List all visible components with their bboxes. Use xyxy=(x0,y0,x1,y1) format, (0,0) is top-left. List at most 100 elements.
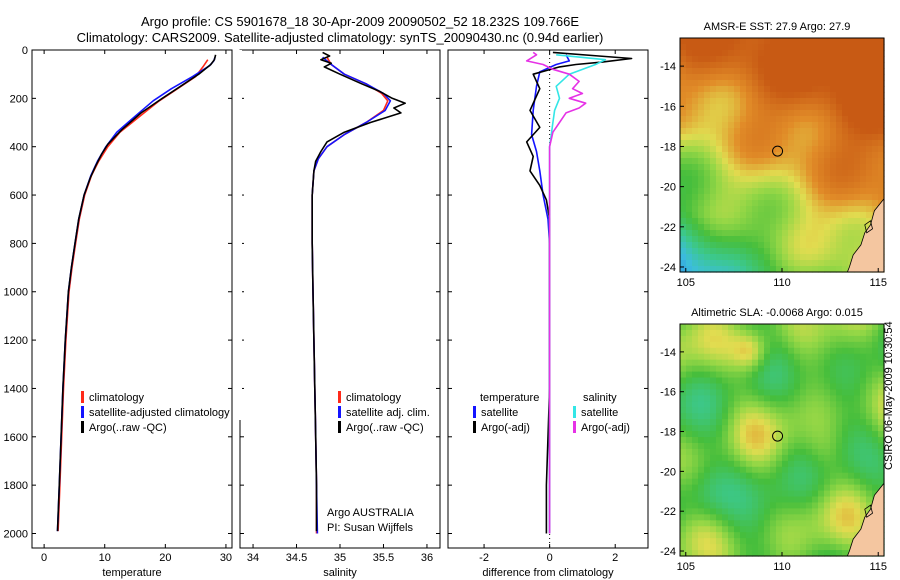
map-cell xyxy=(836,425,843,432)
map-cell xyxy=(728,254,735,261)
map-cell xyxy=(698,194,705,201)
map-cell xyxy=(806,407,813,414)
map-cell xyxy=(860,224,867,231)
map-cell xyxy=(776,236,783,243)
map-cell xyxy=(752,365,759,373)
map-cell xyxy=(842,407,849,414)
map-cell xyxy=(728,341,735,349)
map-cell xyxy=(860,152,867,159)
map-cell xyxy=(788,508,795,515)
map-cell xyxy=(692,80,699,87)
map-cell xyxy=(746,194,753,201)
map-cell xyxy=(788,359,795,367)
map-cell xyxy=(746,324,753,331)
map-cell xyxy=(848,170,855,177)
map-cell xyxy=(722,212,729,219)
map-cell xyxy=(872,182,879,189)
map-cell xyxy=(770,490,777,498)
map-cell xyxy=(794,550,801,557)
map-cell xyxy=(752,224,759,231)
map-cell xyxy=(728,365,735,373)
map-cell xyxy=(872,383,879,391)
map-cell xyxy=(782,347,789,355)
map-cell xyxy=(788,419,795,426)
map-cell xyxy=(872,401,879,408)
map-cell xyxy=(818,466,825,474)
map-cell xyxy=(710,472,717,480)
map-cell xyxy=(740,341,747,349)
x-tick-label: 2 xyxy=(612,552,618,564)
map-cell xyxy=(770,68,777,75)
map-cell xyxy=(704,152,711,159)
map-cell xyxy=(794,502,801,510)
map-cell xyxy=(680,532,687,539)
map-cell xyxy=(854,448,861,456)
map-cell xyxy=(788,472,795,480)
map-cell xyxy=(680,236,687,243)
map-cell xyxy=(770,389,777,396)
map-cell xyxy=(812,538,819,545)
map-cell xyxy=(824,329,831,337)
map-cell xyxy=(716,335,723,343)
map-cell xyxy=(812,140,819,147)
map-cell xyxy=(788,248,795,255)
map-cell xyxy=(698,419,705,426)
map-cell xyxy=(764,484,771,492)
map-cell xyxy=(698,401,705,408)
map-cell xyxy=(842,324,849,331)
map-cell xyxy=(770,496,777,504)
map-cell xyxy=(764,365,771,373)
map-cell xyxy=(764,38,771,45)
series-line-satellite-adjusted-climatology xyxy=(56,57,216,532)
map-cell xyxy=(764,448,771,456)
map-cell xyxy=(704,413,711,420)
map-cell xyxy=(704,395,711,402)
map-cell xyxy=(782,377,789,385)
map-cell xyxy=(812,80,819,87)
map-cell xyxy=(794,158,801,165)
map-cell xyxy=(806,377,813,385)
map-cell xyxy=(776,353,783,361)
map-cell xyxy=(794,146,801,153)
map-cell xyxy=(824,254,831,261)
map-cell xyxy=(878,56,885,63)
map-cell xyxy=(710,442,717,450)
map-cell xyxy=(824,508,831,515)
map-cell xyxy=(752,248,759,255)
map-cell xyxy=(830,104,837,111)
map-cell xyxy=(764,371,771,379)
map-cell xyxy=(722,236,729,243)
legend-title-temperature: temperature xyxy=(480,392,539,404)
map-cell xyxy=(824,152,831,159)
map-cell xyxy=(710,520,717,527)
map-cell xyxy=(794,407,801,414)
map-cell xyxy=(776,44,783,51)
map-cell xyxy=(746,140,753,147)
map-cell xyxy=(716,50,723,57)
map-cell xyxy=(734,472,741,480)
map-cell xyxy=(794,266,801,273)
map-cell xyxy=(818,383,825,391)
map-cell xyxy=(728,335,735,343)
map-cell xyxy=(746,92,753,99)
map-cell xyxy=(854,98,861,105)
map-cell xyxy=(710,389,717,396)
map-cell xyxy=(680,134,687,141)
map-cell xyxy=(830,377,837,385)
map-cell xyxy=(812,224,819,231)
map-cell xyxy=(806,74,813,81)
map-cell xyxy=(686,544,693,551)
map-cell xyxy=(710,514,717,521)
map-cell xyxy=(848,254,855,261)
map-cell xyxy=(758,335,765,343)
map-cell xyxy=(860,454,867,462)
map-cell xyxy=(782,260,789,267)
map-cell xyxy=(746,266,753,273)
map-cell xyxy=(770,460,777,468)
map-cell xyxy=(788,44,795,51)
map-cell xyxy=(746,134,753,141)
map-cell xyxy=(692,104,699,111)
map-cell xyxy=(782,230,789,237)
map-cell xyxy=(734,80,741,87)
map-cell xyxy=(770,266,777,273)
